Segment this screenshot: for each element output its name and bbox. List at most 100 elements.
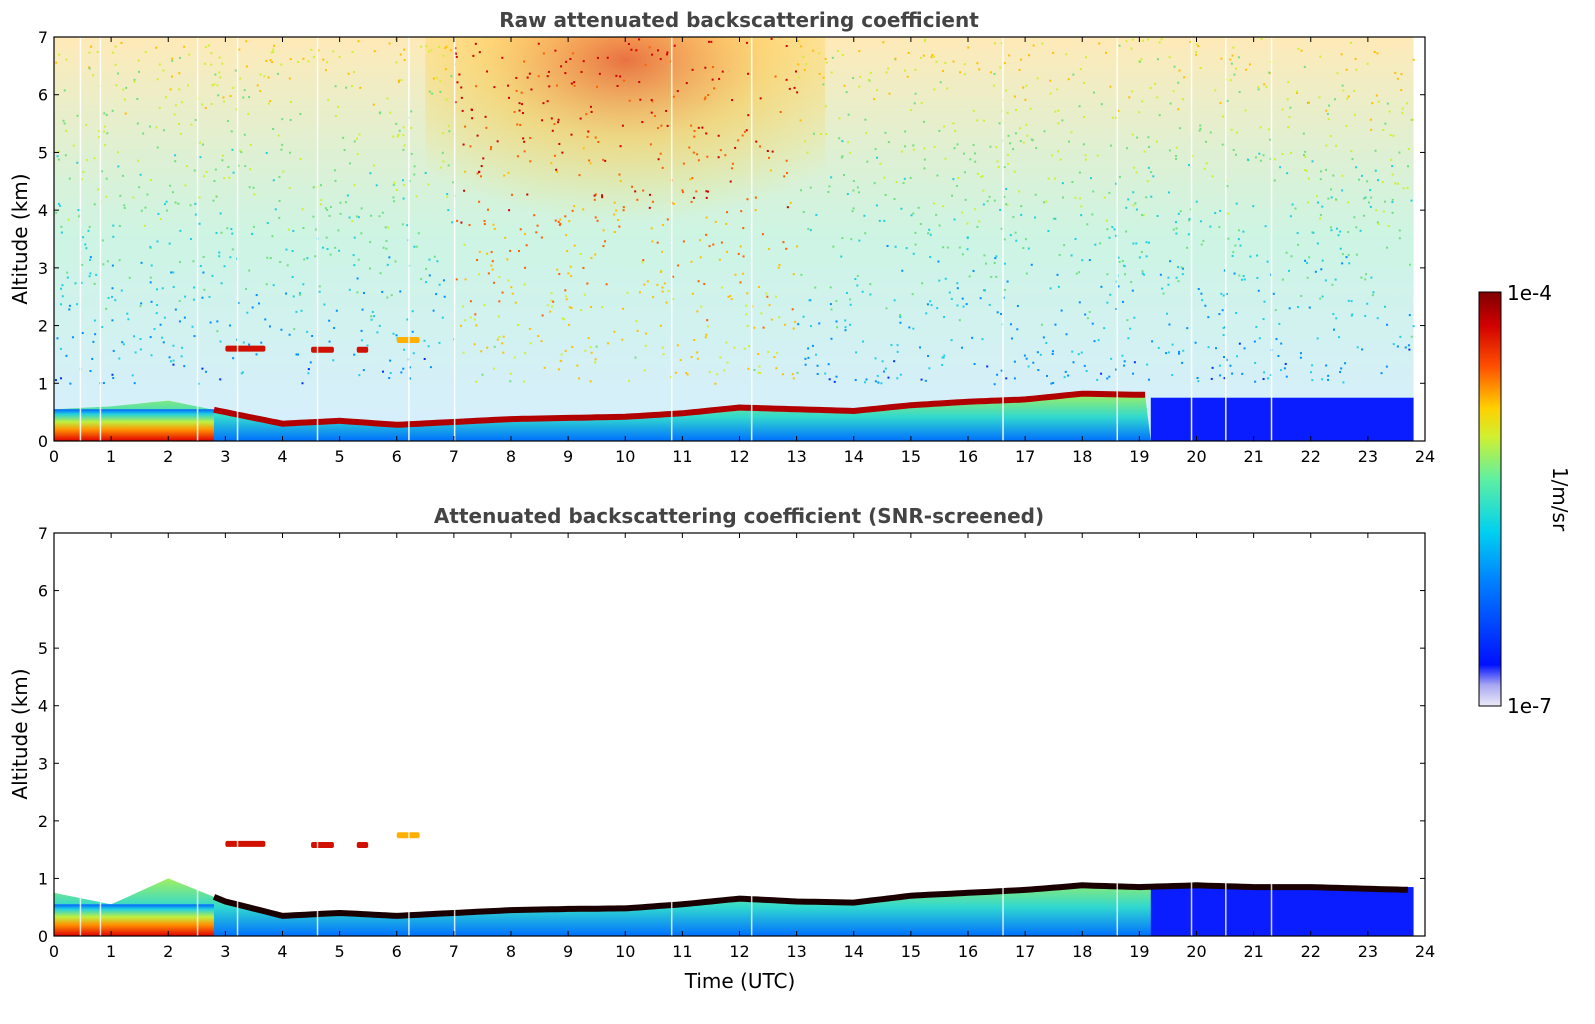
missing-profile-gap: [1116, 533, 1119, 936]
y-tick-label: 0: [38, 927, 48, 946]
x-tick-label: 21: [1243, 447, 1263, 466]
raw-y-axis: 0 1 2 3 4 5 6 7: [38, 28, 1425, 451]
layer-top-line: [213, 390, 1146, 428]
colorbar: 1e-4 1e-7 1/m/sr: [1478, 281, 1572, 718]
y-tick-label: 7: [38, 28, 48, 47]
x-tick-label: 4: [277, 942, 287, 961]
x-tick-label: 0: [49, 447, 59, 466]
x-tick-label: 6: [392, 942, 402, 961]
elevated-aerosol-layer: [311, 346, 334, 353]
x-tick-label: 23: [1358, 447, 1378, 466]
y-tick-label: 0: [38, 432, 48, 451]
missing-profile-gap: [453, 533, 456, 936]
x-tick-label: 3: [220, 447, 230, 466]
raw-y-axis-label: Altitude (km): [8, 173, 32, 304]
missing-profile-gap: [316, 37, 319, 441]
missing-profile-gap: [236, 37, 239, 441]
x-tick-label: 11: [672, 447, 692, 466]
elevated-aerosol-layer: [356, 346, 369, 353]
x-tick-label: 3: [220, 942, 230, 961]
x-tick-label: 10: [615, 447, 635, 466]
x-tick-label: 5: [335, 942, 345, 961]
missing-profile-gap: [79, 533, 82, 936]
x-tick-label: 6: [392, 447, 402, 466]
x-tick-label: 8: [506, 942, 516, 961]
x-tick-label: 1: [106, 447, 116, 466]
raw-backscatter-image: [54, 37, 1415, 441]
screened-panel-title: Attenuated backscattering coefficient (S…: [434, 504, 1044, 528]
missing-profile-gap: [236, 533, 239, 936]
raw-backscatter-panel: Raw attenuated backscattering coefficien…: [8, 8, 1435, 466]
missing-profile-gap: [1116, 37, 1119, 441]
x-tick-label: 7: [449, 942, 459, 961]
missing-profile-gap: [750, 533, 753, 936]
missing-profile-gap: [453, 37, 456, 441]
aerosol-boundary-layer: [54, 878, 1414, 936]
x-tick-label: 24: [1415, 942, 1435, 961]
elevated-aerosol-layer: [311, 842, 334, 849]
missing-profile-gap: [1270, 533, 1273, 936]
screened-background: [54, 533, 1425, 936]
colorbar-min-label: 1e-7: [1507, 694, 1552, 718]
x-tick-label: 15: [901, 942, 921, 961]
missing-profile-gap: [99, 37, 102, 441]
night-residual-layer: [1150, 887, 1414, 936]
x-tick-label: 22: [1301, 447, 1321, 466]
missing-profile-gap: [670, 37, 673, 441]
x-tick-label: 13: [786, 942, 806, 961]
missing-profile-gap: [99, 533, 102, 936]
x-tick-label: 20: [1186, 447, 1206, 466]
missing-profile-gap: [408, 37, 410, 441]
raw-panel-title: Raw attenuated backscattering coefficien…: [499, 8, 979, 32]
x-tick-label: 24: [1415, 447, 1435, 466]
x-tick-label: 18: [1072, 942, 1092, 961]
layer-top-line: [212, 882, 1408, 919]
missing-profile-gap: [1225, 37, 1227, 441]
missing-profile-gap: [316, 533, 319, 936]
y-tick-label: 2: [38, 317, 48, 336]
missing-profile-gap: [1190, 533, 1193, 936]
colorbar-scale: [1478, 291, 1502, 707]
missing-profile-gap: [1002, 533, 1004, 936]
x-tick-label: 14: [844, 942, 864, 961]
x-tick-label: 16: [958, 447, 978, 466]
colorbar-unit-label: 1/m/sr: [1548, 467, 1572, 532]
x-tick-label: 17: [1015, 942, 1035, 961]
x-tick-label: 5: [335, 447, 345, 466]
y-tick-label: 3: [38, 754, 48, 773]
x-tick-label: 19: [1129, 447, 1149, 466]
x-tick-label: 8: [506, 447, 516, 466]
x-axis-label: Time (UTC): [684, 969, 796, 993]
missing-profile-gap: [79, 37, 82, 441]
x-tick-label: 2: [163, 447, 173, 466]
elevated-aerosol-layer: [225, 840, 266, 847]
x-tick-label: 0: [49, 942, 59, 961]
missing-profile-gap: [196, 37, 199, 441]
missing-profile-gap: [196, 533, 199, 936]
x-tick-label: 22: [1301, 942, 1321, 961]
raw-noise-hotspot: [425, 37, 826, 268]
elevated-aerosol-layer: [356, 842, 369, 849]
missing-profile-gap: [1190, 37, 1193, 441]
missing-profile-gap: [1270, 37, 1273, 441]
y-tick-label: 7: [38, 524, 48, 543]
y-tick-label: 2: [38, 812, 48, 831]
x-tick-label: 17: [1015, 447, 1035, 466]
screened-y-axis-label: Altitude (km): [8, 668, 32, 799]
x-tick-label: 10: [615, 942, 635, 961]
x-tick-label: 14: [844, 447, 864, 466]
y-tick-label: 5: [38, 143, 48, 162]
x-tick-label: 23: [1358, 942, 1378, 961]
x-tick-label: 20: [1186, 942, 1206, 961]
x-tick-label: 18: [1072, 447, 1092, 466]
x-tick-label: 15: [901, 447, 921, 466]
surface-aerosol-layer: [54, 904, 214, 936]
missing-profile-gap: [408, 533, 410, 936]
x-tick-label: 1: [106, 942, 116, 961]
colorbar-max-label: 1e-4: [1507, 281, 1552, 305]
y-tick-label: 3: [38, 259, 48, 278]
x-tick-label: 19: [1129, 942, 1149, 961]
x-tick-label: 2: [163, 942, 173, 961]
